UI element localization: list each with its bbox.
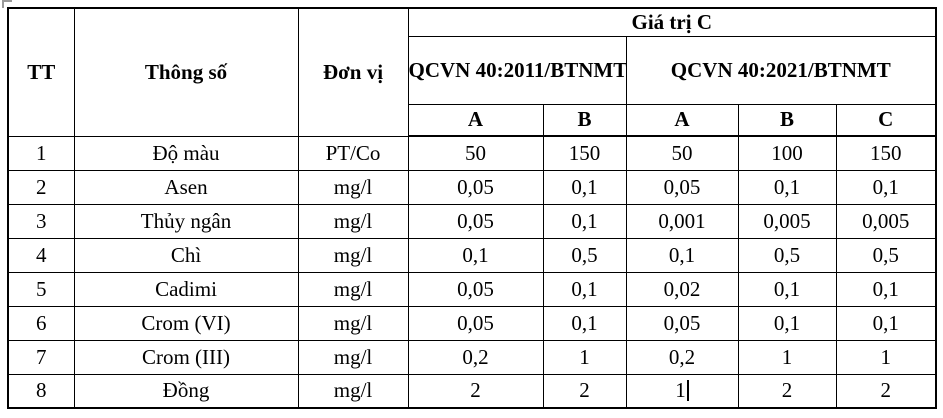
cell-value-2011-a[interactable]: 0,05 [407, 169, 544, 205]
cell-tt[interactable]: 2 [7, 169, 75, 205]
cell-value-2011-a[interactable]: 0,05 [407, 203, 544, 239]
cell-value-2011-a[interactable]: 0,05 [407, 271, 544, 307]
cell-value-2021-b[interactable]: 2 [737, 373, 837, 409]
header-qcvn-2011[interactable]: QCVN 40:2011/BTNMT [407, 35, 627, 105]
table-row: 6 Crom (VI) mg/l 0,05 0,1 0,05 0,1 0,1 [7, 305, 937, 341]
table-row: 8 Đồng mg/l 2 2 1 2 2 [7, 373, 937, 409]
edited-cell-text: 1 [675, 378, 686, 403]
cell-parameter[interactable]: Crom (VI) [73, 305, 299, 341]
cell-value-2021-a[interactable]: 0,001 [625, 203, 739, 239]
header-tt[interactable]: TT [7, 7, 75, 137]
table-move-handle-fragment[interactable] [2, 0, 12, 8]
cell-value-2021-a[interactable]: 0,1 [625, 237, 739, 273]
header-row-2: QCVN 40:2011/BTNMT QCVN 40:2021/BTNMT [8, 35, 937, 105]
cell-value-2021-c[interactable]: 0,005 [835, 203, 937, 239]
cell-value-2011-b[interactable]: 2 [542, 373, 627, 409]
cell-value-2021-a[interactable]: 1 [625, 373, 739, 409]
cell-unit[interactable]: mg/l [297, 169, 409, 205]
header-row-3: A B A B C [8, 103, 937, 137]
cell-tt[interactable]: 5 [7, 271, 75, 307]
cell-value-2021-a[interactable]: 0,05 [625, 305, 739, 341]
cell-value-2021-b[interactable]: 1 [737, 339, 837, 375]
cell-value-2021-b[interactable]: 0,5 [737, 237, 837, 273]
header-col-c-2021[interactable]: C [835, 103, 937, 137]
cell-value-2021-b[interactable]: 100 [737, 135, 837, 171]
cell-value-2011-a[interactable]: 0,1 [407, 237, 544, 273]
cell-value-2021-c[interactable]: 0,1 [835, 271, 937, 307]
cell-tt[interactable]: 3 [7, 203, 75, 239]
cell-value-2011-a[interactable]: 2 [407, 373, 544, 409]
cell-value-2011-a[interactable]: 50 [407, 135, 544, 171]
cell-value-2011-b[interactable]: 0,1 [542, 203, 627, 239]
text-cursor [686, 379, 689, 401]
cell-value-2011-b[interactable]: 0,1 [542, 169, 627, 205]
cell-value-2021-a[interactable]: 50 [625, 135, 739, 171]
header-col-b-2011[interactable]: B [542, 103, 627, 137]
cell-tt[interactable]: 4 [7, 237, 75, 273]
cell-parameter[interactable]: Cadimi [73, 271, 299, 307]
cell-value-2021-c[interactable]: 2 [835, 373, 937, 409]
table-row: 1 Độ màu PT/Co 50 150 50 100 150 [7, 135, 937, 171]
cell-value-2021-c[interactable]: 150 [835, 135, 937, 171]
header-col-a-2021[interactable]: A [625, 103, 739, 137]
cell-parameter[interactable]: Đồng [73, 373, 299, 409]
header-parameter[interactable]: Thông số [73, 7, 299, 137]
cell-value-2011-b[interactable]: 0,1 [542, 305, 627, 341]
header-col-b-2021[interactable]: B [737, 103, 837, 137]
cell-value-2011-b[interactable]: 0,1 [542, 271, 627, 307]
cell-value-2021-a[interactable]: 0,05 [625, 169, 739, 205]
cell-value-2021-c[interactable]: 0,1 [835, 305, 937, 341]
cell-value-2021-b[interactable]: 0,1 [737, 169, 837, 205]
cell-unit[interactable]: mg/l [297, 271, 409, 307]
header-unit[interactable]: Đơn vị [297, 7, 409, 137]
cell-value-2021-a[interactable]: 0,02 [625, 271, 739, 307]
header-row-1: TT Thông số Đơn vị Giá trị C [7, 7, 937, 137]
cell-parameter[interactable]: Chì [73, 237, 299, 273]
header-col-a-2011[interactable]: A [407, 103, 544, 137]
cell-value-2011-b[interactable]: 0,5 [542, 237, 627, 273]
cell-value-2021-b[interactable]: 0,1 [737, 271, 837, 307]
cell-value-2021-a[interactable]: 0,2 [625, 339, 739, 375]
cell-parameter[interactable]: Asen [73, 169, 299, 205]
cell-unit[interactable]: mg/l [297, 203, 409, 239]
cell-unit[interactable]: mg/l [297, 339, 409, 375]
cell-parameter[interactable]: Crom (III) [73, 339, 299, 375]
table-row: 5 Cadimi mg/l 0,05 0,1 0,02 0,1 0,1 [7, 271, 937, 307]
cell-value-2011-b[interactable]: 150 [542, 135, 627, 171]
cell-unit[interactable]: PT/Co [297, 135, 409, 171]
standards-table: TT Thông số Đơn vị Giá trị C QCVN 40:201… [7, 7, 938, 409]
cell-value-2011-b[interactable]: 1 [542, 339, 627, 375]
cell-value-2021-b[interactable]: 0,1 [737, 305, 837, 341]
table-row: 2 Asen mg/l 0,05 0,1 0,05 0,1 0,1 [7, 169, 937, 205]
cell-value-2021-c[interactable]: 0,1 [835, 169, 937, 205]
cell-parameter[interactable]: Thủy ngân [73, 203, 299, 239]
cell-value-2021-c[interactable]: 1 [835, 339, 937, 375]
table-row: 3 Thủy ngân mg/l 0,05 0,1 0,001 0,005 0,… [7, 203, 937, 239]
table-row: 4 Chì mg/l 0,1 0,5 0,1 0,5 0,5 [7, 237, 937, 273]
header-qcvn-2021[interactable]: QCVN 40:2021/BTNMT [625, 35, 937, 105]
cell-unit[interactable]: mg/l [297, 373, 409, 409]
cell-value-2021-b[interactable]: 0,005 [737, 203, 837, 239]
cell-tt[interactable]: 1 [7, 135, 75, 171]
cell-tt[interactable]: 7 [7, 339, 75, 375]
header-gia-tri-c[interactable]: Giá trị C [407, 7, 937, 37]
table-row: 7 Crom (III) mg/l 0,2 1 0,2 1 1 [7, 339, 937, 375]
cell-parameter[interactable]: Độ màu [73, 135, 299, 171]
cell-value-2021-c[interactable]: 0,5 [835, 237, 937, 273]
cell-tt[interactable]: 8 [7, 373, 75, 409]
cell-unit[interactable]: mg/l [297, 237, 409, 273]
cell-unit[interactable]: mg/l [297, 305, 409, 341]
cell-tt[interactable]: 6 [7, 305, 75, 341]
cell-value-2011-a[interactable]: 0,05 [407, 305, 544, 341]
cell-value-2011-a[interactable]: 0,2 [407, 339, 544, 375]
